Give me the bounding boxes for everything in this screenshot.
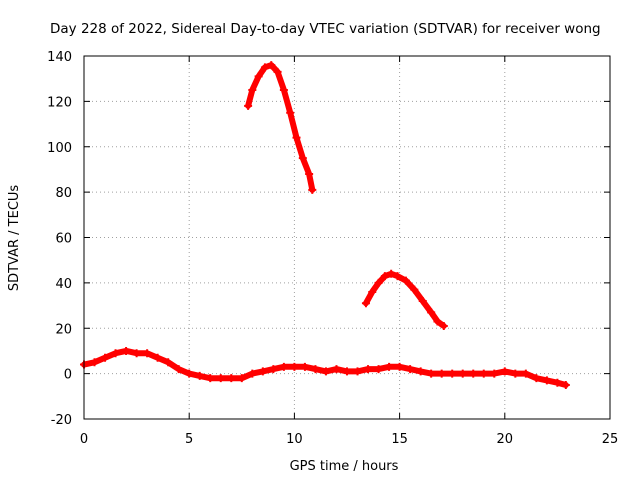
series-line-arc-high bbox=[245, 62, 316, 193]
data-point bbox=[374, 278, 383, 287]
data-point bbox=[479, 369, 488, 378]
data-point bbox=[368, 287, 377, 296]
data-point bbox=[273, 67, 282, 76]
data-point bbox=[237, 374, 246, 383]
x-tick-label: 5 bbox=[185, 432, 193, 447]
data-point bbox=[279, 362, 288, 371]
y-tick-label: 100 bbox=[47, 141, 72, 156]
data-point bbox=[469, 369, 478, 378]
data-point bbox=[269, 365, 278, 374]
data-point bbox=[153, 353, 162, 362]
data-point bbox=[380, 272, 389, 281]
data-point bbox=[164, 358, 173, 367]
data-point bbox=[406, 365, 415, 374]
data-point bbox=[174, 365, 183, 374]
data-point bbox=[418, 297, 427, 306]
plot-frame bbox=[83, 55, 611, 420]
x-tick-label: 15 bbox=[391, 432, 408, 447]
data-point bbox=[433, 317, 442, 326]
data-point bbox=[279, 86, 288, 95]
series-line-arc-mid bbox=[362, 270, 447, 329]
data-point bbox=[387, 269, 396, 278]
data-point bbox=[490, 369, 499, 378]
x-axis-label: GPS time / hours bbox=[290, 459, 399, 474]
series-line-low-track bbox=[81, 347, 569, 388]
data-point bbox=[286, 108, 295, 117]
data-point bbox=[248, 369, 257, 378]
y-tick-label: 20 bbox=[55, 322, 72, 337]
data-point bbox=[267, 61, 276, 70]
x-tick-label: 25 bbox=[602, 432, 619, 447]
x-tick-label: 20 bbox=[497, 432, 514, 447]
data-point bbox=[101, 353, 110, 362]
data-point bbox=[254, 72, 263, 81]
data-point bbox=[332, 365, 341, 374]
data-point bbox=[410, 285, 419, 294]
chart-title: Day 228 of 2022, Sidereal Day-to-day VTE… bbox=[50, 21, 601, 37]
grid bbox=[84, 56, 610, 419]
data-point bbox=[427, 308, 436, 317]
series-layer bbox=[80, 61, 570, 389]
data-point bbox=[216, 374, 225, 383]
data-point bbox=[532, 374, 541, 383]
data-point bbox=[308, 185, 317, 194]
data-point bbox=[248, 86, 257, 95]
data-point bbox=[343, 367, 351, 376]
data-point bbox=[437, 369, 446, 378]
data-point bbox=[561, 380, 570, 389]
data-point bbox=[511, 369, 520, 378]
data-point bbox=[364, 365, 373, 374]
data-point bbox=[439, 321, 448, 330]
data-point bbox=[395, 362, 404, 371]
data-point bbox=[361, 299, 370, 308]
y-tick-label: 140 bbox=[47, 50, 72, 65]
data-point bbox=[385, 362, 394, 371]
data-point bbox=[300, 362, 309, 371]
data-point bbox=[258, 367, 267, 376]
x-tick-label: 0 bbox=[80, 432, 88, 447]
axis-ticks: 0 5 10 15 20 25 -20 0 20 40 60 80 100 120 140 bbox=[47, 50, 618, 447]
data-point bbox=[311, 365, 320, 374]
data-point bbox=[393, 272, 402, 281]
data-point bbox=[292, 133, 301, 142]
data-point bbox=[195, 371, 204, 380]
data-point bbox=[122, 346, 131, 355]
data-point bbox=[374, 365, 383, 374]
data-point bbox=[305, 169, 314, 178]
data-point bbox=[185, 369, 194, 378]
data-point bbox=[298, 154, 307, 163]
data-point bbox=[500, 367, 509, 376]
data-point bbox=[143, 349, 152, 358]
data-point bbox=[416, 367, 425, 376]
data-point bbox=[353, 367, 362, 376]
data-point bbox=[111, 349, 120, 358]
data-point bbox=[521, 369, 530, 378]
data-point bbox=[401, 276, 410, 285]
data-point bbox=[206, 374, 215, 383]
data-point bbox=[458, 369, 467, 378]
data-point bbox=[260, 63, 269, 72]
y-tick-label: 60 bbox=[55, 232, 72, 247]
x-tick-label: 10 bbox=[286, 432, 303, 447]
data-point bbox=[244, 101, 253, 110]
y-tick-label: 120 bbox=[47, 95, 72, 110]
data-point bbox=[132, 349, 141, 358]
y-axis-label: SDTVAR / TECUs bbox=[7, 185, 22, 292]
y-tick-label: 0 bbox=[64, 368, 72, 383]
data-point bbox=[227, 374, 236, 383]
data-point bbox=[542, 376, 551, 385]
y-tick-label: -20 bbox=[51, 413, 72, 428]
data-point bbox=[290, 362, 299, 371]
data-point bbox=[90, 358, 99, 367]
data-point bbox=[553, 378, 562, 387]
y-tick-label: 40 bbox=[55, 277, 72, 292]
data-point bbox=[427, 369, 436, 378]
data-point bbox=[321, 367, 330, 376]
data-point bbox=[448, 369, 457, 378]
y-tick-label: 80 bbox=[55, 186, 72, 201]
